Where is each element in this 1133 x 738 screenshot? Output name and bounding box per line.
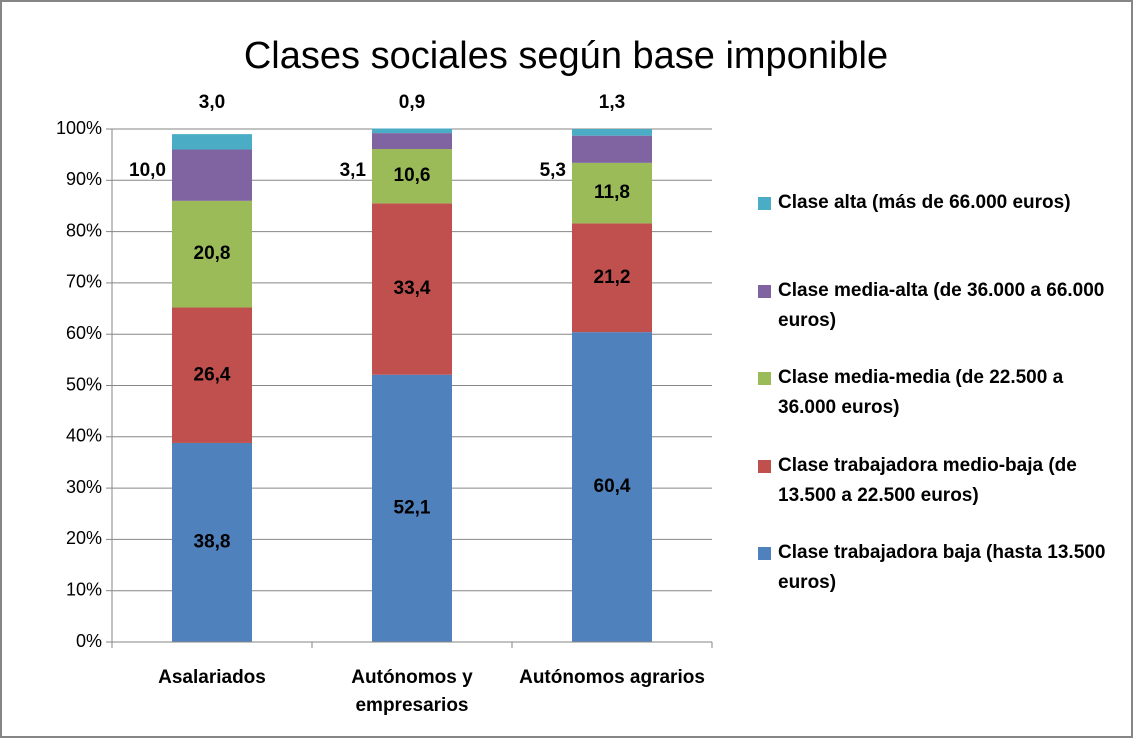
bar-segment — [372, 149, 452, 204]
legend-swatch — [758, 459, 771, 473]
data-label: 10,6 — [394, 165, 431, 186]
chart-title: Clases sociales según base imponible — [244, 35, 888, 77]
data-label: 0,9 — [399, 92, 425, 113]
legend-label: Clase media-media (de 22.500 a 36.000 eu… — [778, 367, 1064, 418]
data-label: 20,8 — [194, 243, 231, 264]
bar-segment — [372, 203, 452, 375]
bar-segment — [372, 374, 452, 642]
x-tick-label: Autónomos agrarios — [519, 667, 705, 688]
y-tick-label: 30% — [66, 477, 102, 497]
data-label: 1,3 — [599, 92, 625, 113]
bar-segment — [372, 133, 452, 150]
y-tick-label: 20% — [66, 528, 102, 548]
bar-segment — [572, 223, 652, 333]
bar-segment — [572, 162, 652, 224]
data-label: 10,0 — [129, 160, 166, 181]
bar-segment — [172, 200, 252, 308]
x-tick-label: Autónomos y empresarios — [351, 667, 473, 716]
bar-segment — [572, 332, 652, 642]
y-tick-label: 10% — [66, 579, 102, 599]
data-label: 38,8 — [194, 531, 231, 552]
data-label: 52,1 — [394, 497, 431, 518]
y-tick-label: 60% — [66, 323, 102, 343]
y-tick-label: 50% — [66, 374, 102, 394]
y-tick-label: 90% — [66, 169, 102, 189]
data-label: 26,4 — [194, 364, 231, 385]
legend-label: Clase media-alta (de 36.000 a 66.000 eur… — [778, 279, 1105, 331]
bar-segment — [372, 128, 452, 134]
data-label: 33,4 — [394, 278, 431, 299]
legend-swatch — [758, 372, 771, 385]
y-tick-label: 100% — [56, 118, 102, 138]
data-label: 3,1 — [340, 160, 367, 181]
legend-label: Clase trabajadora medio-baja (de 13.500 … — [778, 454, 1077, 506]
legend-swatch — [758, 197, 771, 210]
bar-segment — [572, 135, 652, 163]
bar-segment — [572, 129, 652, 136]
x-tick-label: Asalariados — [158, 667, 266, 688]
data-label: 5,3 — [540, 160, 566, 181]
bar-segment — [172, 307, 252, 443]
data-label: 21,2 — [594, 267, 631, 288]
bar-segment — [172, 134, 252, 150]
y-tick-label: 0% — [76, 631, 102, 651]
legend-label: Clase trabajadora baja (hasta 13.500 eur… — [778, 542, 1106, 593]
data-label: 3,0 — [199, 92, 225, 113]
data-label: 11,8 — [594, 182, 630, 203]
bar-segment — [172, 149, 252, 201]
y-tick-label: 40% — [66, 426, 102, 446]
bar-segment — [172, 442, 252, 642]
y-tick-label: 70% — [66, 272, 102, 292]
legend-label: Clase alta (más de 66.000 euros) — [778, 192, 1071, 213]
data-label: 60,4 — [594, 476, 631, 497]
y-tick-label: 80% — [66, 220, 102, 240]
legend-swatch — [758, 284, 771, 298]
legend-swatch — [758, 547, 771, 560]
